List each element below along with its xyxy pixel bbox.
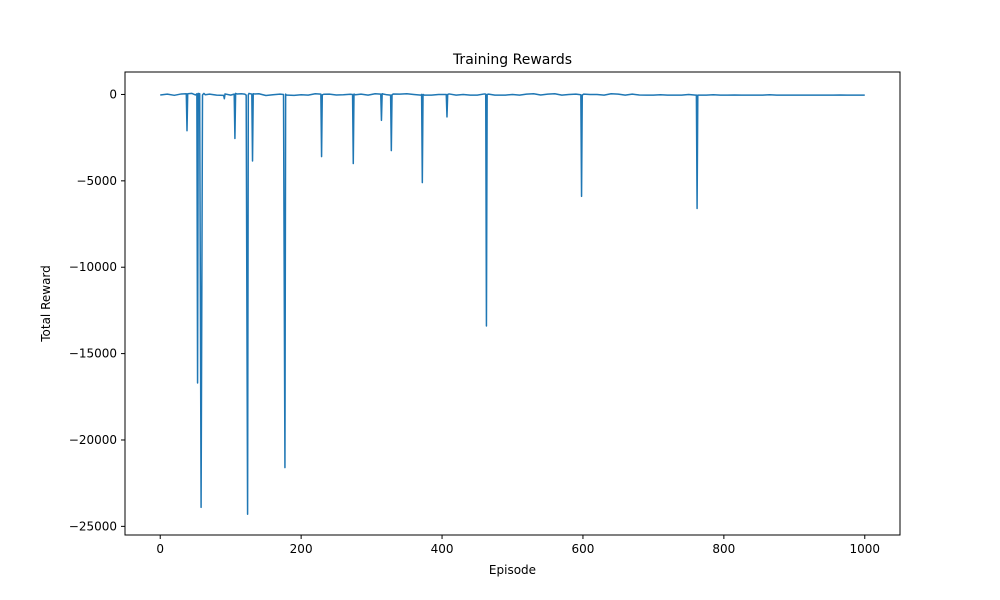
y-tick-label: −5000 xyxy=(76,174,117,188)
y-tick-label: −25000 xyxy=(69,519,117,533)
x-tick-label: 600 xyxy=(572,542,595,556)
x-tick-label: 200 xyxy=(290,542,313,556)
x-axis-ticks: 0 200 400 600 800 1000 xyxy=(156,535,880,556)
y-axis-ticks: 0 −5000 −10000 −15000 −20000 −25000 xyxy=(69,87,125,533)
y-tick-label: −15000 xyxy=(69,347,117,361)
chart-title: Training Rewards xyxy=(452,52,572,68)
x-tick-label: 400 xyxy=(431,542,454,556)
y-tick-label: −10000 xyxy=(69,260,117,274)
x-tick-label: 0 xyxy=(156,542,164,556)
y-tick-label: 0 xyxy=(109,87,117,101)
y-tick-label: −20000 xyxy=(69,433,117,447)
x-tick-label: 1000 xyxy=(849,542,880,556)
y-axis-label: Total Reward xyxy=(39,265,53,343)
x-tick-label: 800 xyxy=(712,542,735,556)
reward-series-line xyxy=(160,92,865,516)
series-layer xyxy=(160,92,865,516)
x-axis-label: Episode xyxy=(489,563,536,577)
plot-area-frame xyxy=(124,71,901,536)
